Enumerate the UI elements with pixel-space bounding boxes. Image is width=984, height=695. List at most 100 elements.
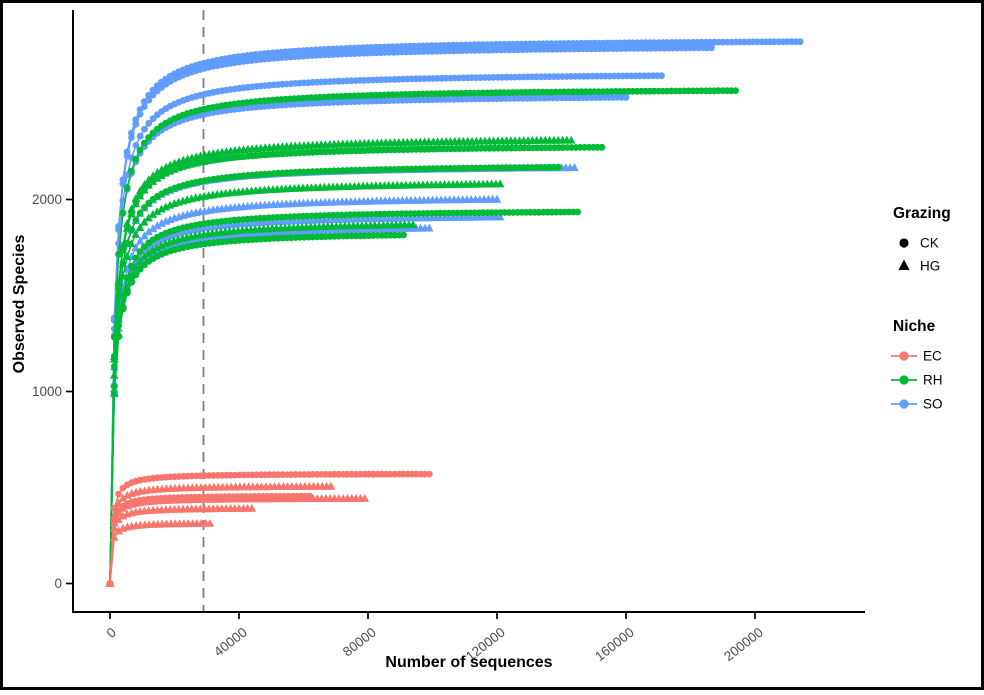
triangle-marker — [135, 236, 145, 245]
triangle-marker — [161, 162, 171, 171]
triangle-marker — [326, 481, 336, 490]
circle-marker — [141, 204, 148, 211]
triangle-marker — [566, 135, 576, 144]
triangle-marker — [205, 518, 215, 527]
circle-marker — [119, 209, 127, 217]
y-tick-label: 1000 — [32, 384, 62, 399]
triangle-marker — [157, 218, 166, 227]
rh-key-icon — [899, 375, 909, 385]
circle-marker — [128, 134, 135, 141]
triangle-marker — [127, 209, 136, 218]
circle-marker — [140, 139, 148, 147]
y-tick-label: 2000 — [32, 192, 62, 207]
triangle-marker — [131, 230, 140, 238]
series-RH-CK-3 — [106, 163, 562, 587]
legend-niche: Niche EC RH SO — [891, 318, 943, 412]
circle-marker — [554, 163, 562, 171]
triangle-marker — [114, 304, 123, 313]
circle-marker — [132, 271, 140, 279]
circle-marker — [598, 143, 606, 151]
series-SO-HG-2 — [105, 194, 502, 587]
y-axis-title: Observed Species — [11, 235, 28, 374]
triangle-marker — [118, 245, 128, 254]
triangle-marker — [144, 180, 153, 189]
x-axis-title: Number of sequences — [385, 654, 552, 671]
legend-grazing: Grazing CK HG — [893, 205, 951, 274]
triangle-marker — [495, 212, 505, 221]
triangle-marker — [152, 236, 162, 245]
triangle-marker — [118, 503, 128, 512]
circle-marker — [145, 134, 153, 141]
triangle-marker — [114, 515, 123, 523]
circle-marker — [141, 103, 148, 110]
triangle-marker — [135, 223, 145, 231]
circle-marker — [796, 38, 804, 46]
triangle-marker — [425, 223, 434, 232]
circle-marker — [145, 96, 153, 104]
triangle-marker — [131, 263, 140, 272]
circle-marker — [574, 208, 581, 216]
series-RH-CK-1 — [106, 87, 739, 587]
series-RH-HG-2 — [105, 142, 534, 587]
triangle-marker — [122, 252, 132, 260]
triangle-marker — [110, 370, 119, 379]
triangle-marker — [105, 578, 115, 587]
legend: Grazing CK HG Niche EC RH SO — [891, 205, 951, 412]
circle-marker — [136, 248, 144, 256]
circle-marker — [132, 216, 140, 224]
circle-marker — [149, 115, 157, 122]
circle-marker — [658, 72, 665, 80]
triangle-marker — [114, 498, 123, 507]
circle-marker — [400, 231, 407, 239]
series-EC-HG-3 — [105, 503, 257, 587]
triangle-marker — [131, 199, 140, 208]
triangle-marker — [148, 210, 158, 218]
ck-circle-marker-icon — [899, 238, 909, 248]
triangle-marker — [135, 257, 145, 266]
series-SO-CK-3 — [106, 72, 665, 587]
legend-item-hg-label: HG — [920, 259, 940, 274]
triangle-marker — [127, 271, 136, 280]
triangle-marker — [492, 194, 502, 203]
triangle-marker — [148, 245, 157, 254]
triangle-marker — [495, 179, 505, 188]
series-RH-HG-4 — [105, 220, 418, 587]
circle-marker — [732, 87, 739, 94]
triangle-marker — [122, 282, 132, 291]
circle-marker — [132, 142, 140, 149]
triangle-marker — [118, 493, 128, 502]
triangle-marker — [148, 177, 158, 185]
circle-marker — [622, 94, 630, 101]
legend-item-ck-label: CK — [920, 236, 939, 251]
triangle-marker — [118, 241, 128, 249]
triangle-marker — [110, 388, 119, 397]
circle-marker — [127, 167, 135, 175]
triangle-marker — [140, 231, 149, 240]
triangle-marker — [122, 223, 132, 232]
triangle-marker — [153, 221, 162, 230]
legend-item-ec-label: EC — [923, 349, 942, 364]
triangle-marker — [114, 526, 123, 535]
y-tick-label: 0 — [54, 576, 62, 591]
triangle-marker — [135, 191, 145, 200]
triangle-marker — [144, 227, 153, 236]
triangle-marker — [140, 217, 149, 226]
circle-marker — [708, 44, 715, 52]
triangle-marker — [157, 165, 166, 174]
series-SO-CK-2 — [106, 44, 715, 587]
triangle-marker — [139, 252, 149, 261]
triangle-marker — [152, 207, 162, 215]
triangle-marker — [152, 173, 162, 182]
circle-marker — [140, 243, 148, 251]
so-key-icon — [899, 399, 909, 409]
triangle-marker — [525, 142, 534, 151]
triangle-marker — [247, 503, 257, 512]
triangle-marker — [118, 299, 128, 308]
circle-marker — [132, 155, 140, 163]
triangle-marker — [118, 271, 128, 280]
circle-marker — [132, 120, 140, 128]
circle-marker — [115, 490, 122, 498]
circle-marker — [149, 91, 157, 99]
legend-item-so-label: SO — [923, 397, 943, 412]
